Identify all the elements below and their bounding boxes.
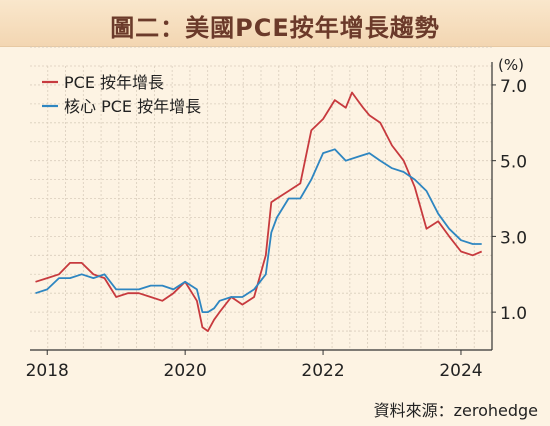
y-tick-label: 1.0 (500, 304, 527, 324)
source-label: 資料來源：zerohedge (373, 401, 538, 420)
series-line-core-pce (35, 148, 482, 314)
chart-title: 圖二：美國PCE按年增長趨勢 (110, 14, 440, 42)
title-bar: 圖二：美國PCE按年增長趨勢 (0, 0, 550, 47)
y-tick-label: 7.0 (500, 77, 527, 97)
x-tick-label: 2020 (164, 361, 207, 381)
legend-label: 核心 PCE 按年增長 (64, 97, 201, 116)
x-tick-label: 2022 (301, 361, 344, 381)
y-axis-label: (%) (498, 56, 524, 74)
x-tick-label: 2018 (26, 361, 69, 381)
y-tick-label: 5.0 (500, 153, 527, 173)
legend-label: PCE 按年增長 (64, 73, 164, 92)
x-tick-label: 2024 (439, 361, 482, 381)
series-line-pce (35, 91, 483, 333)
y-tick-label: 3.0 (500, 228, 527, 248)
